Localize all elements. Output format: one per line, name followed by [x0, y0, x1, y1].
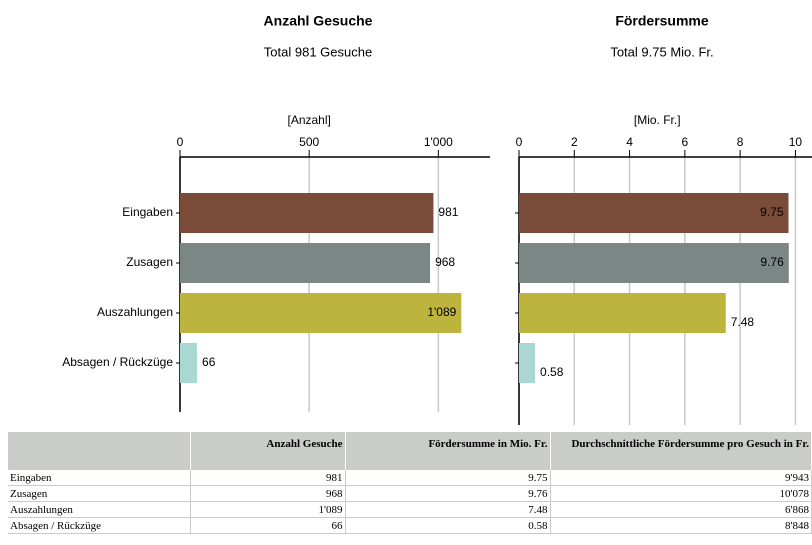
bar [519, 343, 536, 383]
bar [180, 193, 434, 233]
y-tick-label: Eingaben [122, 205, 173, 219]
value-label: 968 [435, 255, 455, 269]
y-tick-label: Absagen / Rückzüge [62, 355, 173, 369]
table-cell: 981 [189, 470, 346, 486]
table-row: Absagen / Rückzüge 66 0.58 8'848 [8, 517, 812, 534]
x-tick-label: 500 [299, 135, 319, 149]
header-cell [8, 432, 191, 470]
bar [519, 293, 726, 333]
table-cell: 7.48 [344, 501, 551, 518]
bar [180, 243, 431, 283]
table-cell: 10'078 [549, 485, 812, 502]
table-row: Eingaben 981 9.75 9'943 [8, 470, 812, 486]
table-cell: Zusagen [8, 485, 191, 502]
data-table: Anzahl Gesuche Fördersumme in Mio. Fr. D… [8, 432, 812, 534]
value-label: 9.75 [760, 205, 784, 219]
y-tick-label: Auszahlungen [97, 305, 173, 319]
x-tick-label: 6 [682, 135, 689, 149]
table-cell: Absagen / Rückzüge [8, 517, 191, 534]
x-tick-label: 1'000 [424, 135, 453, 149]
table-cell: 66 [189, 517, 346, 534]
x-tick-label: 2 [571, 135, 578, 149]
value-label: 981 [438, 205, 458, 219]
table-cell: 9'943 [549, 470, 812, 486]
table-cell: 6'868 [549, 501, 812, 518]
value-label: 1'089 [427, 305, 456, 319]
table-cell: 9.76 [344, 485, 551, 502]
bar [519, 243, 789, 283]
chart-subtitle: Total 981 Gesuche [264, 44, 372, 59]
chart-title: Fördersumme [615, 13, 709, 29]
bar [519, 193, 789, 233]
table-row: Auszahlungen 1'089 7.48 6'868 [8, 501, 812, 518]
value-label: 9.76 [760, 255, 784, 269]
axis-label: [Mio. Fr.] [634, 113, 681, 127]
x-tick-label: 8 [737, 135, 744, 149]
chart-title: Anzahl Gesuche [264, 13, 373, 29]
y-tick-label: Zusagen [126, 255, 173, 269]
bar [180, 293, 462, 333]
header-cell: Anzahl Gesuche [190, 432, 346, 470]
charts: Anzahl Gesuche Total 981 Gesuche [Anzahl] 0… [62, 13, 812, 425]
header-row: Anzahl Gesuche Fördersumme in Mio. Fr. D… [8, 432, 812, 470]
table-cell: 0.58 [344, 517, 551, 534]
header-cell: Fördersumme in Mio. Fr. [345, 432, 551, 470]
header-cell: Durchschnittliche Fördersumme pro Gesuch… [550, 432, 812, 470]
x-tick-label: 10 [789, 135, 803, 149]
chart-subtitle: Total 9.75 Mio. Fr. [610, 44, 713, 59]
x-tick-label: 0 [177, 135, 184, 149]
value-label: 0.58 [540, 365, 564, 379]
table-cell: 1'089 [189, 501, 346, 518]
x-tick-label: 4 [626, 135, 633, 149]
bar [180, 343, 198, 383]
table-cell: 968 [189, 485, 346, 502]
table-row: Zusagen 968 9.76 10'078 [8, 485, 812, 502]
axis-label: [Anzahl] [287, 113, 330, 127]
table-cell: 8'848 [549, 517, 812, 534]
value-label: 66 [202, 355, 216, 369]
table-cell: Eingaben [8, 470, 191, 486]
value-label: 7.48 [731, 315, 755, 329]
table-cell: 9.75 [344, 470, 551, 486]
table-cell: Auszahlungen [8, 501, 191, 518]
x-tick-label: 0 [516, 135, 523, 149]
